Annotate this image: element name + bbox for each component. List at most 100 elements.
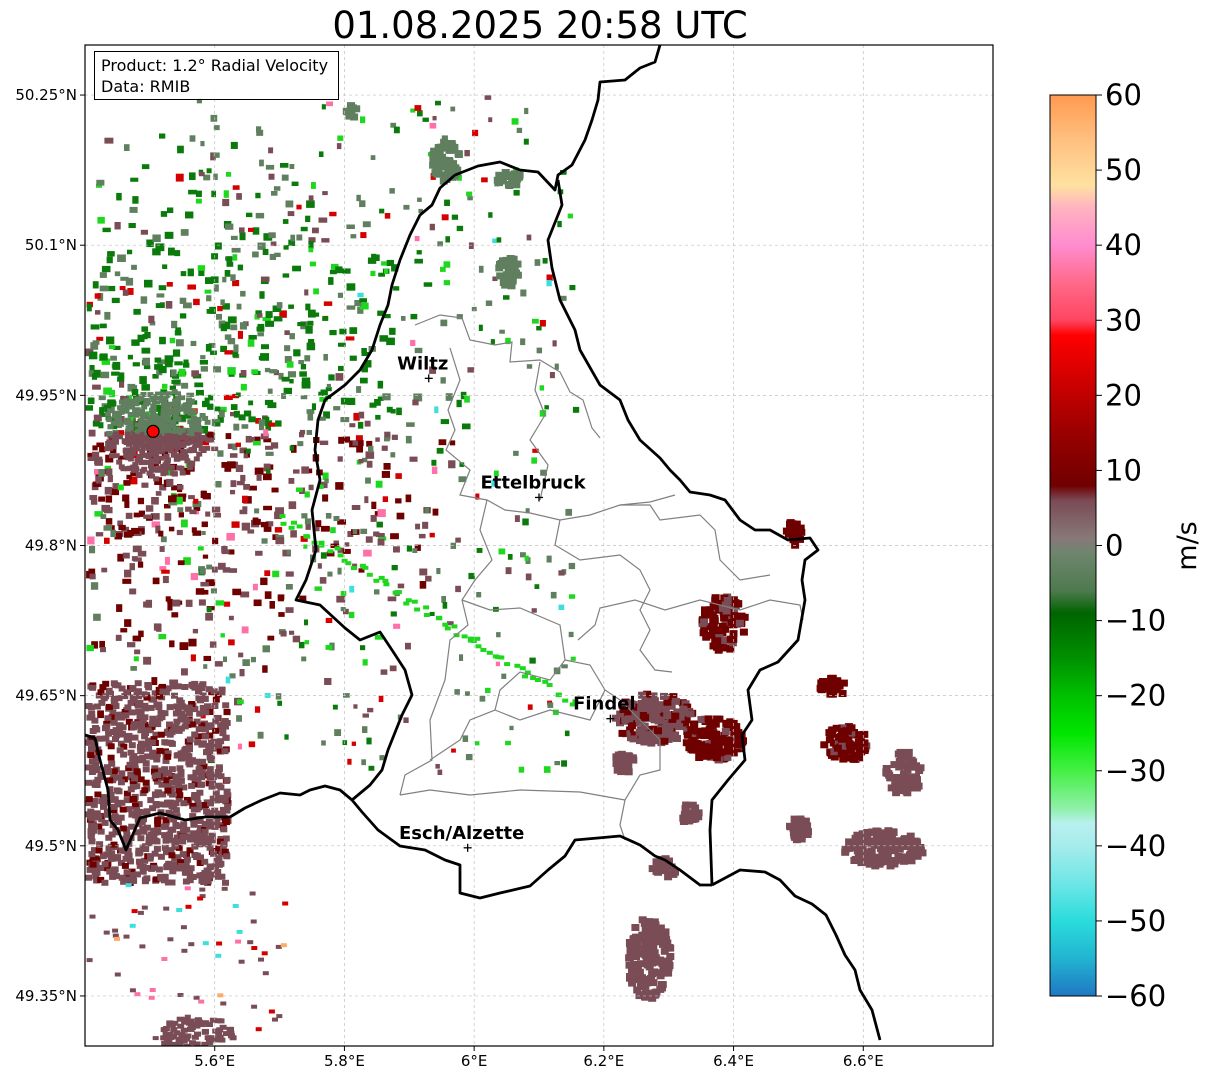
radar-echo-cell: [220, 345, 228, 353]
radar-echo-cell: [300, 395, 308, 400]
radar-echo-cell: [329, 269, 337, 275]
radar-echo-cell: [125, 277, 134, 286]
radar-echo-cell: [683, 731, 692, 739]
radar-echo-cell: [165, 467, 175, 475]
radar-echo-cell: [215, 600, 225, 606]
radar-echo-cell: [702, 633, 711, 641]
radar-echo-cell: [206, 732, 214, 739]
radar-echo-cell: [261, 951, 268, 956]
radar-echo-cell: [141, 404, 148, 410]
radar-echo-cell: [172, 599, 181, 607]
radar-echo-cell: [168, 852, 176, 859]
radar-echo-cell: [114, 854, 122, 861]
radar-echo-cell: [144, 279, 153, 288]
radar-echo-cell: [484, 95, 492, 100]
radar-echo-cell: [248, 485, 257, 491]
radar-echo-cell: [207, 800, 214, 807]
radar-echo-cell: [570, 656, 576, 661]
radar-echo-cell: [729, 749, 738, 757]
radar-echo-cell: [198, 741, 206, 748]
radar-echo-cell: [646, 696, 655, 704]
radar-echo-cell: [640, 722, 649, 730]
radar-echo-cell: [384, 437, 390, 442]
radar-echo-cell: [139, 408, 145, 414]
radar-echo-cell: [384, 268, 389, 274]
radar-echo-cell: [251, 369, 259, 375]
radar-echo-cell: [239, 509, 248, 515]
radar-echo-cell: [117, 405, 124, 411]
radar-echo-cell: [226, 1026, 234, 1032]
radar-echo-cell: [149, 749, 157, 756]
radar-echo-cell: [220, 323, 228, 332]
radar-echo-cell: [123, 934, 130, 939]
radar-echo-cell: [187, 428, 194, 434]
radar-echo-cell: [201, 858, 209, 865]
radar-echo-cell: [645, 963, 654, 971]
radar-echo-cell: [289, 333, 295, 340]
radar-echo-cell: [124, 501, 130, 508]
radar-echo-cell: [159, 366, 167, 374]
radar-echo-cell: [191, 706, 199, 713]
radar-echo-cell: [127, 354, 133, 360]
radar-echo-cell: [828, 674, 837, 682]
radar-echo-cell: [191, 423, 198, 429]
lat-tick-label: 50.1°N: [25, 236, 77, 254]
radar-echo-cell: [176, 496, 183, 505]
radar-echo-cell: [319, 397, 328, 402]
radar-echo-cell: [134, 829, 141, 836]
radar-echo-cell: [465, 691, 470, 696]
radar-echo-cell: [525, 573, 532, 581]
radar-echo-cell: [299, 429, 306, 435]
radar-echo-cell: [195, 416, 202, 422]
radar-echo-cell: [191, 843, 199, 850]
radar-echo-cell: [867, 856, 876, 864]
radar-echo-cell: [326, 551, 335, 557]
radar-echo-cell: [164, 361, 173, 368]
radar-echo-cell: [230, 324, 238, 331]
radar-echo-cell: [93, 864, 101, 871]
radar-echo-cell: [153, 751, 161, 758]
radar-echo-cell: [429, 161, 438, 169]
radar-echo-cell: [429, 366, 437, 374]
radar-echo-cell: [510, 260, 519, 268]
radar-echo-cell: [223, 807, 231, 814]
radar-echo-cell: [300, 535, 308, 542]
radar-echo-cell: [162, 462, 169, 468]
radar-echo-cell: [118, 847, 126, 854]
radar-echo-cell: [850, 857, 859, 864]
radar-echo-cell: [688, 726, 697, 734]
radar-echo-cell: [726, 635, 735, 643]
radar-echo-cell: [352, 529, 358, 534]
radar-echo-cell: [531, 608, 537, 613]
radar-echo-cell: [492, 238, 497, 244]
lon-tick-label: 6.2°E: [583, 1052, 624, 1070]
radar-echo-cell: [124, 431, 131, 437]
radar-echo-cell: [325, 644, 333, 650]
radar-echo-cell: [534, 678, 541, 682]
radar-echo-cell: [160, 823, 168, 830]
radar-echo-cell: [267, 635, 275, 641]
radar-echo-cell: [308, 247, 314, 253]
radar-echo-cell: [155, 866, 163, 873]
radar-echo-cell: [119, 825, 127, 832]
radar-echo-cell: [137, 550, 147, 557]
radar-echo-cell: [317, 484, 324, 489]
radar-echo-cell: [276, 1014, 283, 1019]
colorbar-tick-label: 60: [1105, 78, 1142, 112]
radar-echo-cell: [199, 758, 206, 765]
radar-echo-cell: [139, 868, 147, 875]
radar-echo-cell: [101, 819, 109, 826]
radar-echo-cell: [442, 602, 448, 609]
canton-boundary: [429, 599, 566, 761]
canton-boundary: [399, 499, 493, 796]
radar-echo-cell: [175, 727, 183, 734]
radar-echo-cell: [93, 755, 100, 761]
radar-echo-cell: [133, 656, 139, 662]
radar-echo-cell: [291, 520, 297, 525]
radar-echo-cell: [112, 736, 119, 743]
radar-echo-cell: [263, 463, 271, 472]
radar-echo-cell: [183, 796, 191, 803]
radar-echo-cell: [513, 450, 519, 456]
radar-echo-cell: [502, 271, 511, 279]
radar-echo-cell: [395, 498, 402, 504]
